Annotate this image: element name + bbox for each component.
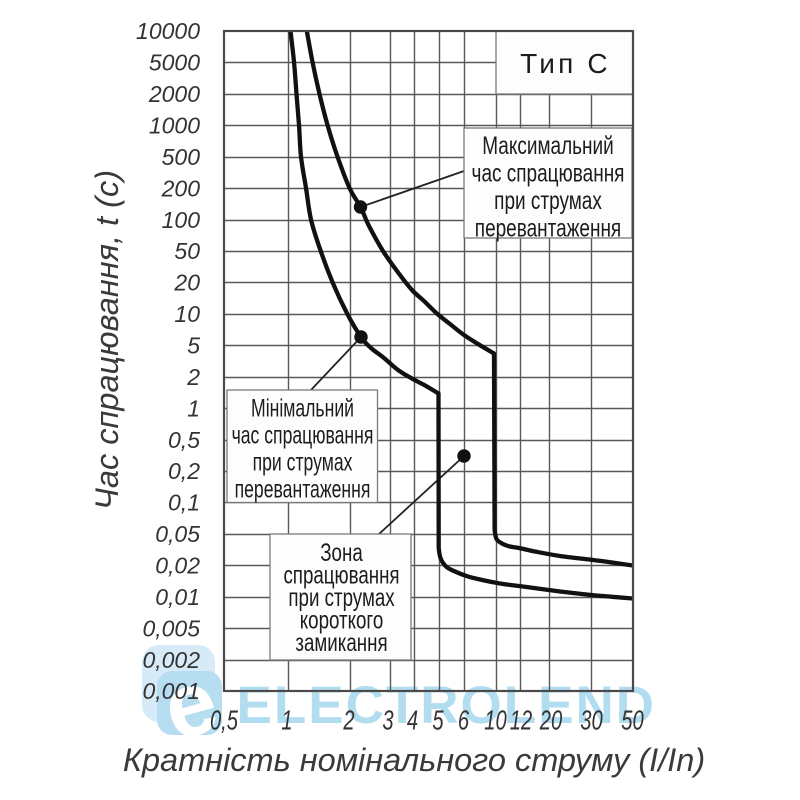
svg-text:1000: 1000 [149, 113, 200, 139]
svg-text:ELECTROLEND: ELECTROLEND [237, 676, 657, 735]
svg-text:2: 2 [343, 705, 355, 736]
svg-text:50: 50 [174, 238, 200, 264]
svg-text:0,01: 0,01 [155, 584, 200, 610]
svg-text:12: 12 [510, 705, 533, 736]
svg-text:50: 50 [621, 705, 644, 736]
svg-text:0,002: 0,002 [142, 647, 200, 673]
svg-text:0,2: 0,2 [168, 458, 200, 484]
svg-text:Максимальний: Максимальний [482, 131, 613, 159]
svg-text:спрацювання: спрацювання [283, 561, 399, 589]
svg-text:перевантаження: перевантаження [475, 214, 621, 242]
svg-text:1: 1 [187, 395, 200, 421]
svg-text:при струмах: при струмах [253, 447, 353, 476]
svg-text:0,05: 0,05 [155, 521, 200, 547]
svg-text:10000: 10000 [136, 18, 200, 44]
svg-text:20: 20 [539, 705, 563, 736]
svg-text:0,005: 0,005 [142, 615, 200, 641]
svg-text:0,1: 0,1 [168, 490, 200, 516]
svg-text:час спрацювання: час спрацювання [232, 420, 374, 449]
svg-text:5: 5 [432, 705, 444, 736]
svg-text:30: 30 [580, 705, 603, 736]
svg-text:200: 200 [161, 175, 201, 201]
svg-text:5: 5 [187, 333, 200, 359]
svg-text:замикання: замикання [295, 628, 387, 656]
svg-text:перевантаження: перевантаження [235, 474, 371, 503]
svg-text:20: 20 [173, 270, 200, 296]
svg-text:0,02: 0,02 [155, 553, 200, 579]
svg-text:при струмах: при струмах [494, 186, 602, 214]
svg-text:100: 100 [162, 207, 201, 233]
svg-text:0,001: 0,001 [142, 678, 200, 704]
svg-text:при струмах: при струмах [288, 583, 394, 611]
svg-text:Тип С: Тип С [520, 48, 611, 79]
svg-text:короткого: короткого [300, 606, 384, 634]
svg-text:5000: 5000 [149, 50, 200, 76]
svg-text:2: 2 [186, 364, 200, 390]
svg-text:10: 10 [484, 705, 507, 736]
svg-text:3: 3 [382, 705, 394, 736]
svg-text:4: 4 [407, 705, 418, 736]
svg-text:6: 6 [458, 705, 470, 736]
svg-text:1: 1 [281, 705, 292, 736]
svg-text:Мінімальний: Мінімальний [251, 393, 354, 422]
svg-text:2000: 2000 [148, 81, 200, 107]
svg-text:час спрацювання: час спрацювання [472, 159, 625, 187]
svg-text:500: 500 [162, 144, 201, 170]
svg-text:Кратність номінального струму: Кратність номінального струму (I/In) [123, 742, 705, 778]
svg-text:0,5: 0,5 [210, 705, 238, 736]
svg-text:10: 10 [174, 301, 200, 327]
svg-text:Час спрацювання, t (c): Час спрацювання, t (c) [89, 170, 125, 510]
svg-text:Зона: Зона [320, 538, 363, 566]
svg-text:0,5: 0,5 [168, 427, 200, 453]
